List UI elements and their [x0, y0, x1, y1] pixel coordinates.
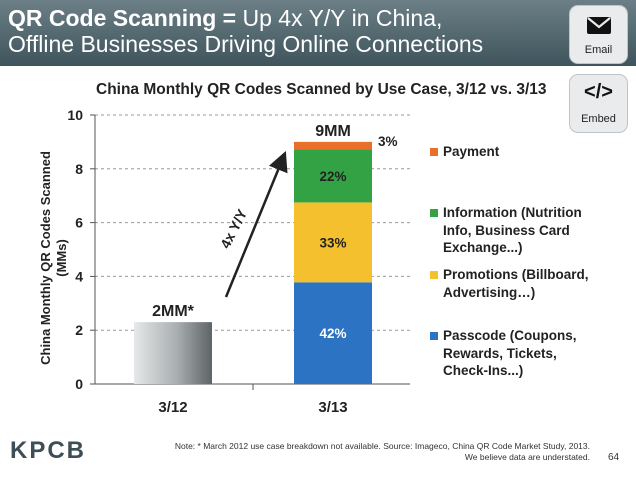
embed-button[interactable]: </> Embed: [569, 74, 628, 133]
bar-segment-3-12-0: [134, 322, 212, 384]
footnote-line2: We believe data are understated.: [464, 452, 590, 462]
footnote-line1: Note: * March 2012 use case breakdown no…: [174, 441, 590, 451]
legend-label: Information (Nutrition Info, Business Ca…: [443, 205, 582, 255]
title-bold: QR Code Scanning =: [8, 5, 237, 31]
y-tick-label: 10: [67, 107, 83, 123]
legend-swatch: [430, 271, 438, 279]
kpcb-logo: KPCB: [10, 437, 87, 464]
bar-segment-3-13-0: [294, 282, 372, 384]
y-tick-label: 4: [75, 268, 83, 284]
legend-swatch: [430, 332, 438, 340]
bar-segment-3-13-2: [294, 149, 372, 203]
envelope-icon: [587, 17, 611, 34]
legend-label: Promotions (Billboard, Advertising…): [443, 267, 589, 300]
y-axis-label-line: (MMs): [54, 239, 69, 277]
legend-label: Payment: [443, 144, 500, 159]
y-axis-label: China Monthly QR Codes Scanned(MMs): [38, 151, 69, 365]
bar-total-label: 9MM: [315, 123, 351, 140]
segment-label: 22%: [319, 169, 346, 184]
email-button[interactable]: Email: [569, 5, 628, 64]
segment-label: 3%: [378, 134, 398, 149]
bar-total-label: 2MM*: [152, 303, 195, 320]
embed-label: Embed: [581, 113, 616, 125]
title-rest: Up 4x Y/Y in China,: [236, 5, 443, 31]
y-tick-label: 8: [75, 161, 83, 177]
y-tick-label: 6: [75, 215, 83, 231]
footnote: Note: * March 2012 use case breakdown no…: [150, 441, 590, 463]
legend-label: Passcode (Coupons, Rewards, Tickets, Che…: [443, 328, 577, 378]
x-tick-label: 3/13: [318, 399, 347, 416]
segment-label: 42%: [319, 326, 346, 341]
email-label: Email: [584, 44, 613, 56]
y-axis-label-line: China Monthly QR Codes Scanned: [38, 151, 53, 365]
bar-segment-3-13-1: [294, 202, 372, 283]
slide-header: QR Code Scanning = Up 4x Y/Y in China, O…: [0, 0, 636, 66]
x-tick-label: 3/12: [158, 399, 187, 416]
code-icon: </>: [584, 81, 613, 103]
segment-label: 33%: [319, 235, 346, 250]
slide-title: QR Code Scanning = Up 4x Y/Y in China, O…: [8, 5, 483, 57]
title-line2: Offline Businesses Driving Online Connec…: [8, 31, 484, 57]
legend-swatch: [430, 148, 438, 156]
page-number: 64: [608, 452, 620, 463]
y-tick-label: 0: [75, 376, 83, 392]
growth-annotation: 4x Y/Y: [217, 206, 251, 251]
qr-scans-chart: 0 2 4 6 8 10 China Monthly QR Codes Scanned(MM…: [38, 107, 410, 416]
y-tick-label: 2: [75, 322, 83, 338]
bar-segment-3-13-3: [294, 141, 372, 150]
legend-swatch: [430, 209, 438, 217]
chart-title: China Monthly QR Codes Scanned by Use Ca…: [96, 81, 547, 98]
growth-arrow: [224, 151, 288, 298]
